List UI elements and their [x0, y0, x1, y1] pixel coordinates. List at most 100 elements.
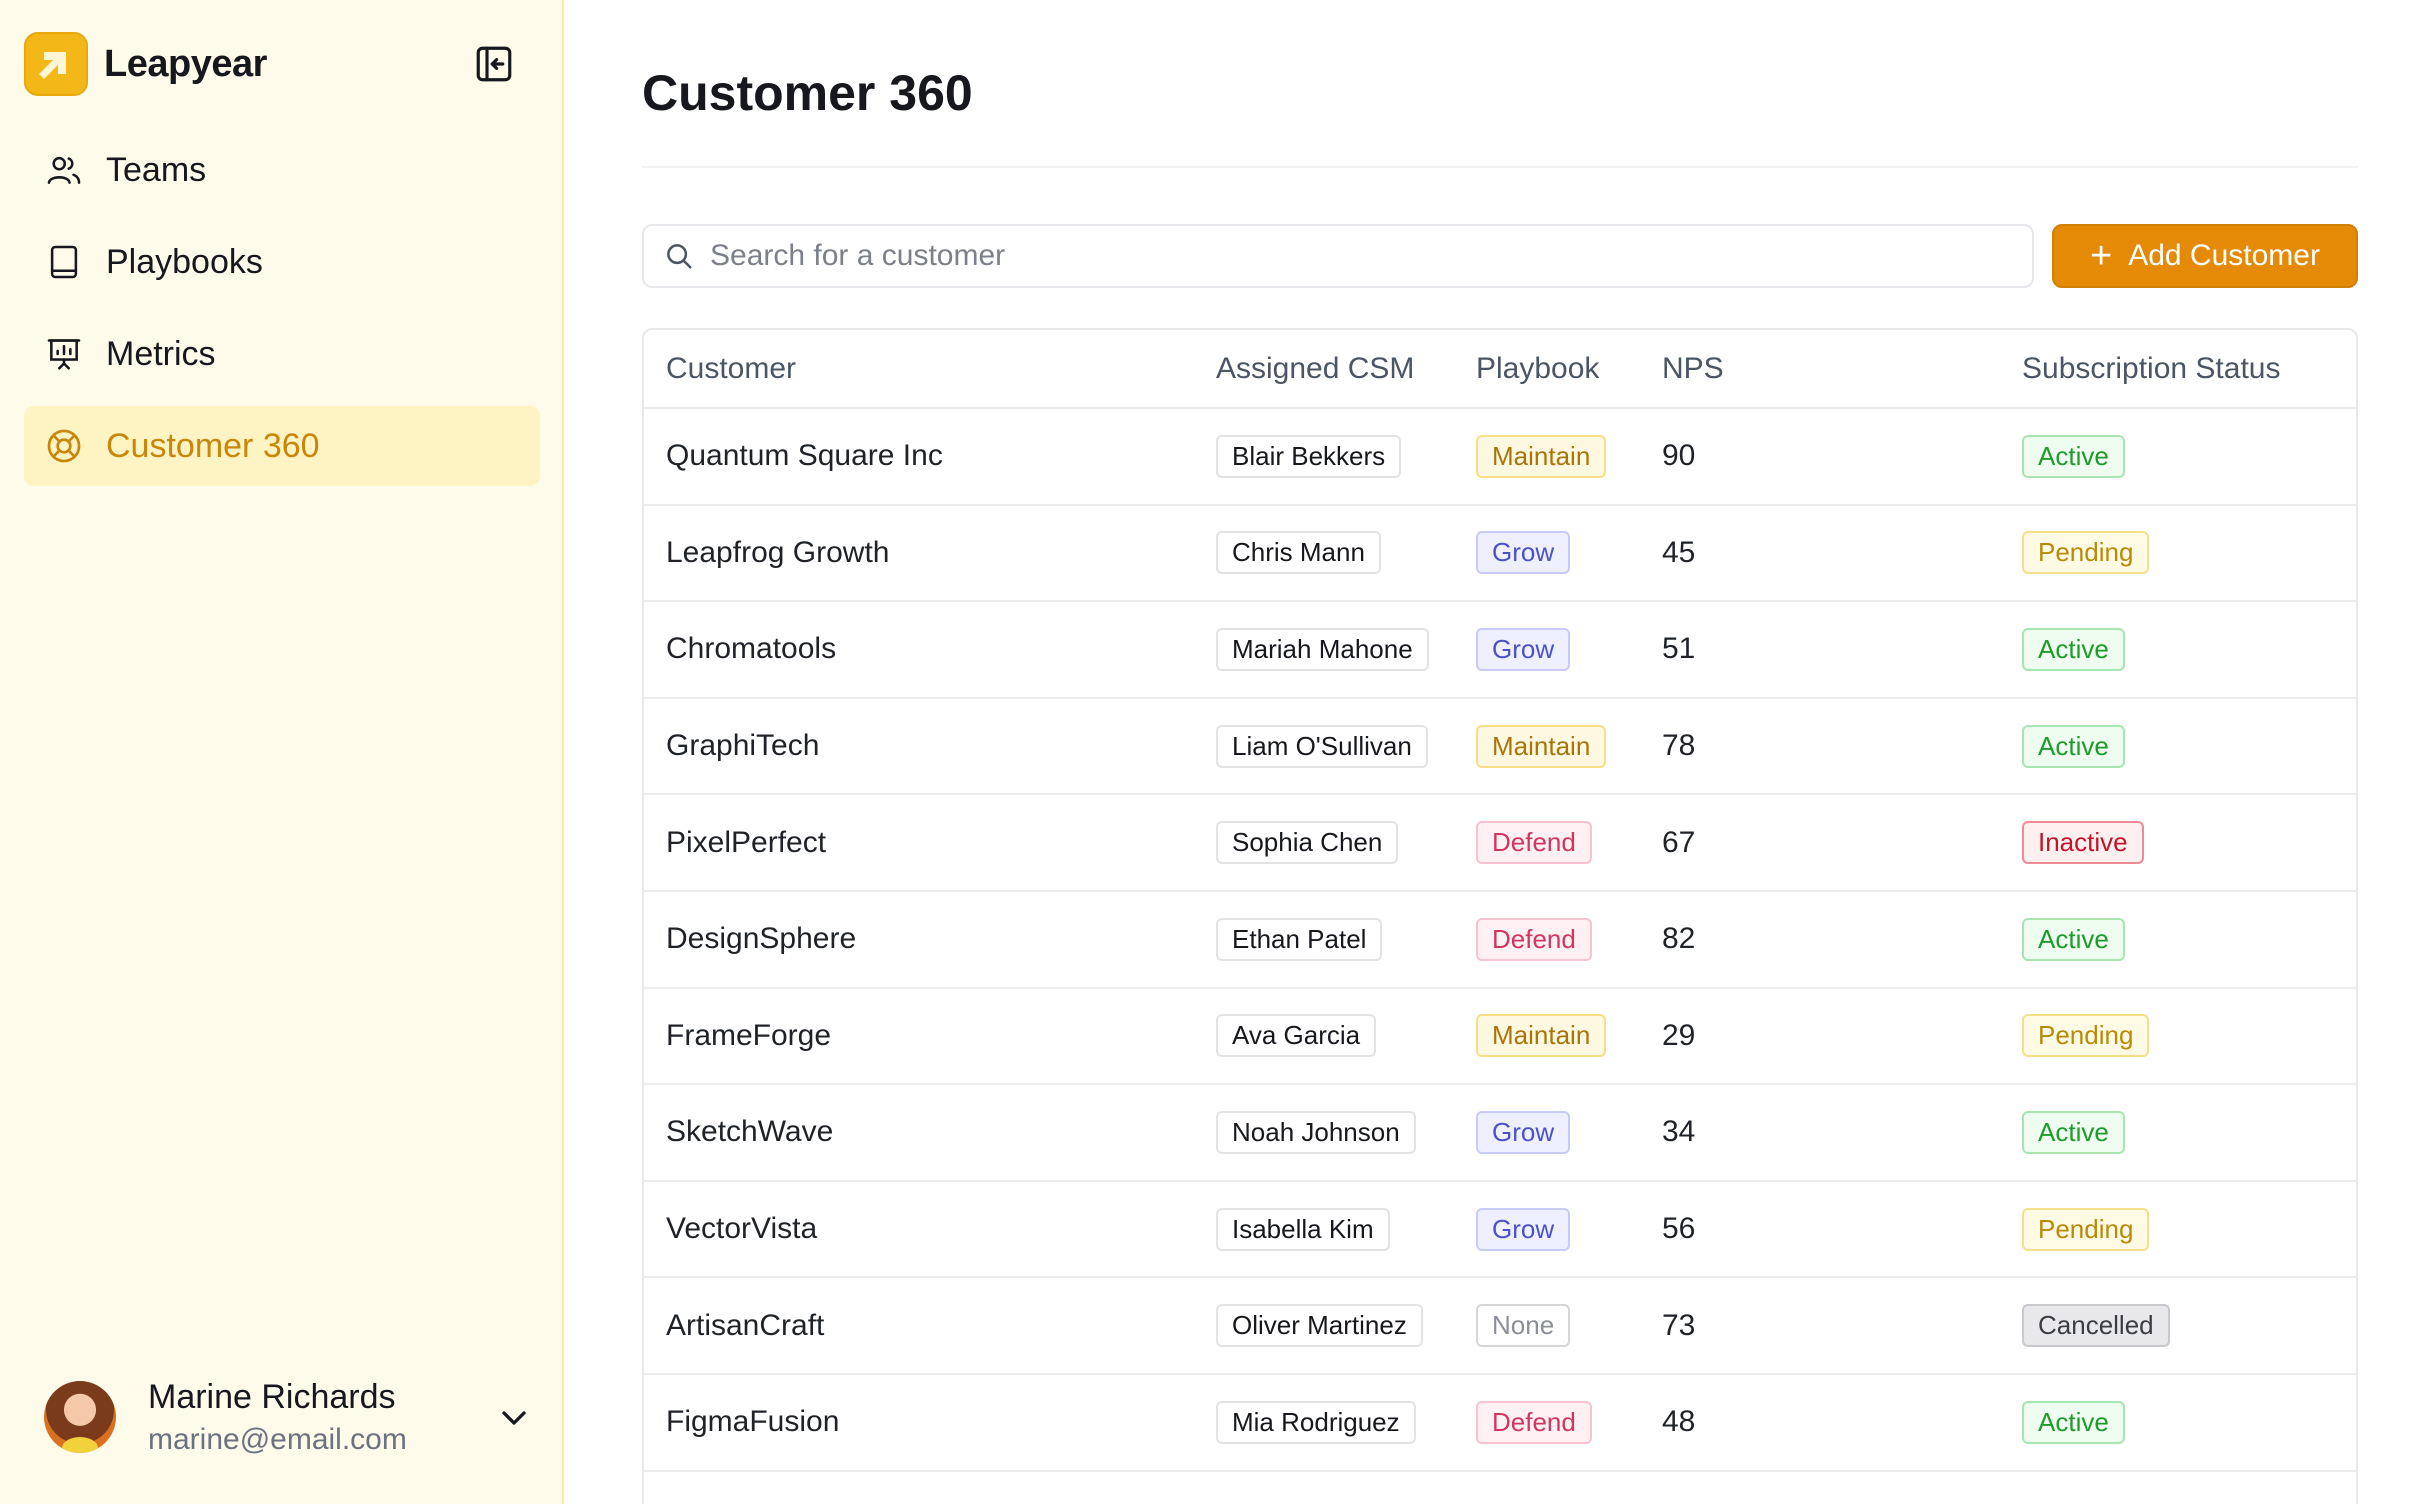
customer-name: ArtisanCraft — [644, 1277, 1194, 1375]
sidebar: Leapyear Teams Playbooks — [0, 0, 564, 1504]
nps-value: 48 — [1640, 1373, 2000, 1472]
add-customer-button[interactable]: + Add Customer — [2052, 224, 2358, 288]
sidebar-item-label: Playbooks — [106, 242, 263, 281]
table-row[interactable]: ArtisanCraft Oliver Martinez None 73 Can… — [644, 1277, 2356, 1375]
status-badge: Inactive — [2022, 821, 2144, 865]
avatar — [44, 1381, 116, 1453]
csm-tag: Noah Johnson — [1216, 1110, 1416, 1154]
table-row[interactable]: FrameForge Ava Garcia Maintain 29 Pendin… — [644, 987, 2356, 1086]
table-row[interactable]: VectorVista Isabella Kim Grow 56 Pending — [644, 1180, 2356, 1279]
status-badge: Active — [2022, 724, 2125, 768]
csm-tag: Mariah Mahone — [1216, 627, 1429, 671]
csm-tag: Mia Rodriguez — [1216, 1400, 1416, 1444]
sidebar-item-metrics[interactable]: Metrics — [24, 314, 540, 394]
table-row[interactable]: GraphiTech Liam O'Sullivan Maintain 78 A… — [644, 697, 2356, 796]
customer-name: SketchWave — [644, 1084, 1194, 1182]
nps-value: 90 — [1640, 408, 2000, 506]
column-header-customer[interactable]: Customer — [644, 330, 1194, 409]
customer-name: PixelPerfect — [644, 794, 1194, 892]
status-badge: Active — [2022, 917, 2125, 961]
nps-value: 56 — [1640, 1180, 2000, 1279]
user-menu[interactable]: Marine Richards marine@email.com — [44, 1372, 534, 1462]
playbook-badge: Defend — [1476, 1400, 1592, 1444]
customer-name: GraphiTech — [644, 697, 1194, 796]
column-header-playbook[interactable]: Playbook — [1454, 330, 1640, 409]
csm-tag: Isabella Kim — [1216, 1207, 1390, 1251]
customer-name: Quantum Square Inc — [644, 408, 1194, 506]
sidebar-item-label: Metrics — [106, 334, 216, 373]
nps-value: 78 — [1640, 697, 2000, 796]
book-icon — [44, 242, 84, 282]
csm-tag: Blair Bekkers — [1216, 434, 1402, 478]
sidebar-item-label: Teams — [106, 150, 207, 189]
table-row[interactable]: Quantum Square Inc Blair Bekkers Maintai… — [644, 408, 2356, 506]
table-header-row: Customer Assigned CSM Playbook NPS Subsc… — [644, 330, 2356, 409]
leapyear-logo-icon — [24, 32, 88, 96]
status-badge: Active — [2022, 627, 2125, 671]
customer-table: Customer Assigned CSM Playbook NPS Subsc… — [642, 328, 2358, 1504]
brand[interactable]: Leapyear — [24, 32, 267, 96]
playbook-badge: Defend — [1476, 821, 1592, 865]
nps-value: 29 — [1640, 987, 2000, 1086]
playbook-badge: Defend — [1476, 917, 1592, 961]
column-header-nps[interactable]: NPS — [1640, 330, 2000, 409]
table-body: Quantum Square Inc Blair Bekkers Maintai… — [644, 408, 2356, 1472]
csm-tag: Liam O'Sullivan — [1216, 724, 1428, 768]
nps-value: 82 — [1640, 890, 2000, 989]
column-header-subscription-status[interactable]: Subscription Status — [2000, 330, 2356, 409]
csm-tag: Oliver Martinez — [1216, 1304, 1423, 1348]
nps-value: 51 — [1640, 601, 2000, 699]
nps-value: 67 — [1640, 794, 2000, 892]
column-header-assigned-csm[interactable]: Assigned CSM — [1194, 330, 1454, 409]
status-badge: Pending — [2022, 1014, 2150, 1058]
status-badge: Pending — [2022, 531, 2150, 575]
playbook-badge: Grow — [1476, 1110, 1571, 1154]
search-icon — [667, 244, 692, 269]
customer-name: Leapfrog Growth — [644, 504, 1194, 603]
playbook-badge: Grow — [1476, 531, 1571, 575]
user-email: marine@email.com — [148, 1422, 407, 1456]
customer-name: VectorVista — [644, 1180, 1194, 1279]
sidebar-nav: Teams Playbooks Metrics — [24, 130, 540, 498]
sidebar-collapse-icon — [476, 46, 512, 82]
user-name: Marine Richards — [148, 1377, 396, 1416]
presentation-chart-icon — [44, 334, 84, 374]
table-row[interactable]: SketchWave Noah Johnson Grow 34 Active — [644, 1084, 2356, 1182]
playbook-badge: Maintain — [1476, 1014, 1607, 1058]
status-badge: Pending — [2022, 1207, 2150, 1251]
status-badge: Active — [2022, 1110, 2125, 1154]
status-badge: Active — [2022, 434, 2125, 478]
csm-tag: Ava Garcia — [1216, 1014, 1377, 1058]
playbook-badge: Grow — [1476, 1207, 1571, 1251]
add-customer-label: Add Customer — [2128, 239, 2320, 272]
nps-value: 45 — [1640, 504, 2000, 603]
table-row[interactable]: DesignSphere Ethan Patel Defend 82 Activ… — [644, 890, 2356, 989]
sidebar-item-teams[interactable]: Teams — [24, 130, 540, 210]
customer-name: FrameForge — [644, 987, 1194, 1086]
customer-name: Chromatools — [644, 601, 1194, 699]
brand-name: Leapyear — [104, 42, 267, 85]
status-badge: Cancelled — [2022, 1304, 2170, 1348]
table-row[interactable]: Chromatools Mariah Mahone Grow 51 Active — [644, 601, 2356, 699]
search-input[interactable] — [710, 239, 1990, 273]
playbook-badge: Maintain — [1476, 724, 1607, 768]
table-row[interactable]: PixelPerfect Sophia Chen Defend 67 Inact… — [644, 794, 2356, 892]
csm-tag: Chris Mann — [1216, 531, 1381, 575]
playbook-badge: Maintain — [1476, 434, 1607, 478]
users-icon — [44, 150, 84, 190]
chevron-down-icon — [502, 1411, 526, 1425]
plus-icon: + — [2090, 235, 2113, 277]
collapse-sidebar-button[interactable] — [470, 40, 518, 88]
sidebar-item-playbooks[interactable]: Playbooks — [24, 222, 540, 302]
csm-tag: Sophia Chen — [1216, 821, 1399, 865]
table-row[interactable]: FigmaFusion Mia Rodriguez Defend 48 Acti… — [644, 1373, 2356, 1472]
search-box[interactable] — [642, 224, 2034, 288]
sidebar-item-customer-360[interactable]: Customer 360 — [24, 406, 540, 486]
playbook-badge: Grow — [1476, 627, 1571, 671]
csm-tag: Ethan Patel — [1216, 917, 1383, 961]
customer-name: FigmaFusion — [644, 1373, 1194, 1472]
divider — [642, 166, 2358, 168]
nps-value: 73 — [1640, 1277, 2000, 1375]
table-row[interactable]: Leapfrog Growth Chris Mann Grow 45 Pendi… — [644, 504, 2356, 603]
sidebar-item-label: Customer 360 — [106, 426, 320, 465]
